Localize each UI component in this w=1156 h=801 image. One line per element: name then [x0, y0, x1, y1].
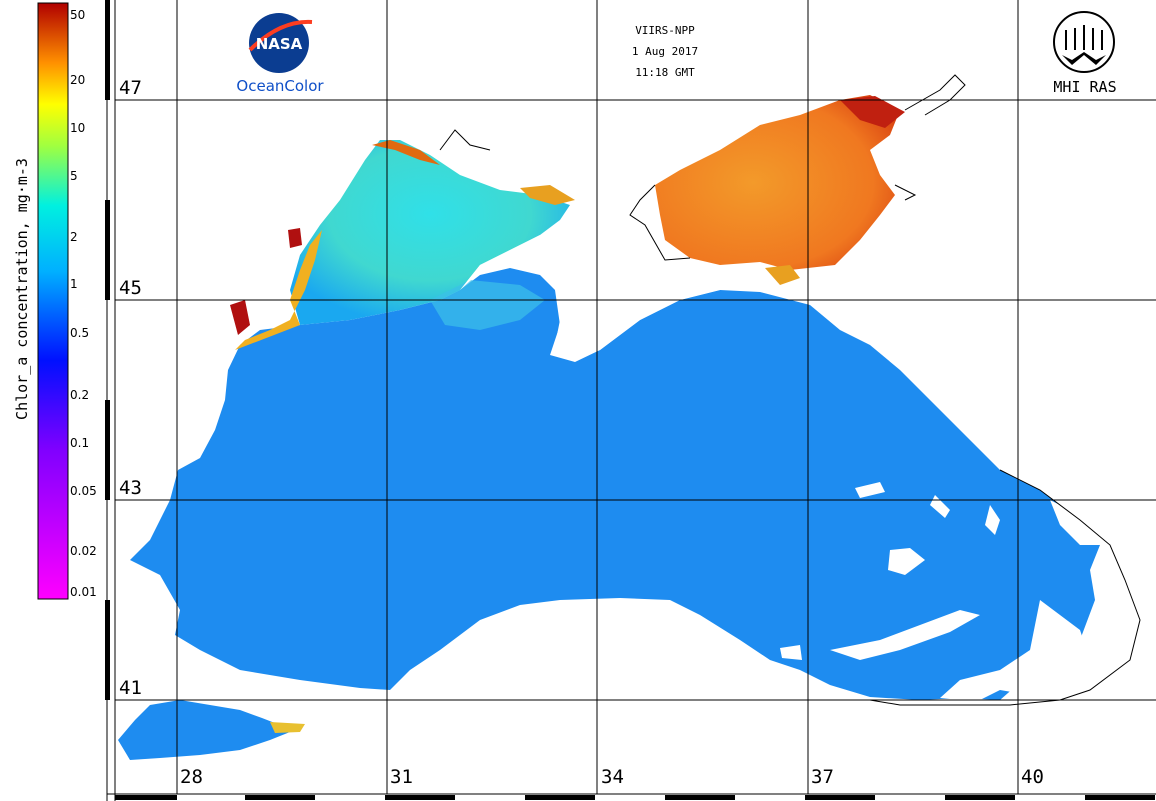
cloud-gaps: [780, 482, 1100, 700]
colorbar-title: Chlor_a concentration, mg·m-3: [13, 158, 31, 420]
nasa-logo-text: NASA: [256, 35, 303, 53]
colorbar-tick: 0.01: [70, 585, 97, 599]
colorbar: [37, 2, 69, 600]
mhi-ras-logo: [1053, 11, 1115, 73]
colorbar-tick: 1: [70, 277, 78, 291]
nw-shelf: [290, 140, 570, 325]
dnieper-estuary-bloom: [372, 140, 440, 165]
graticule: [115, 0, 1156, 794]
lon-label: 34: [601, 766, 624, 788]
mhi-ras-caption: MHI RAS: [1053, 78, 1116, 96]
taganrog-bay-bloom: [840, 96, 905, 128]
kerch-strait-bloom: [765, 265, 800, 285]
lat-label: 43: [119, 477, 142, 499]
coastline: [869, 469, 1141, 706]
dniester-liman-bloom: [288, 228, 302, 248]
lat-label: 47: [119, 77, 142, 99]
lon-ruler: [107, 793, 1156, 800]
lat-label: 41: [119, 677, 142, 699]
sensor-name: VIIRS-NPP: [635, 24, 695, 37]
colorbar-tick: 0.02: [70, 544, 97, 558]
colorbar-tick: 0.1: [70, 436, 90, 450]
acquisition-date: 1 Aug 2017: [631, 45, 699, 58]
lon-label: 37: [811, 766, 834, 788]
colorbar-tick: 2: [70, 230, 78, 244]
colorbar-tick: 50: [70, 8, 86, 22]
offshore-plume: [430, 280, 545, 330]
crimea-land: [460, 235, 770, 360]
sea-of-marmara: [118, 700, 300, 760]
ocean-color-caption: OceanColor: [236, 77, 324, 95]
lat-ruler: [105, 0, 116, 801]
danube-delta-bloom: [230, 300, 250, 335]
acquisition-time: 11:18 GMT: [635, 66, 695, 79]
black-sea-body: [130, 268, 1100, 700]
lon-label: 31: [390, 766, 413, 788]
colorbar-tick: 0.05: [70, 484, 97, 498]
colorbar-tick: 0.2: [70, 388, 90, 402]
lon-label: 40: [1021, 766, 1044, 788]
colorbar-tick: 10: [70, 121, 86, 135]
nasa-logo: NASA: [248, 13, 313, 73]
karkinit-bay-bloom: [520, 185, 575, 205]
lon-label: 28: [180, 766, 203, 788]
colorbar-tick: 5: [70, 169, 78, 183]
coastal-bloom-west: [235, 230, 322, 350]
sea-of-azov: [655, 95, 900, 270]
lat-label: 45: [119, 277, 142, 299]
colorbar-tick: 20: [70, 73, 86, 87]
colorbar-tick: 0.5: [70, 326, 90, 340]
izmit-bay-bloom: [270, 722, 305, 733]
